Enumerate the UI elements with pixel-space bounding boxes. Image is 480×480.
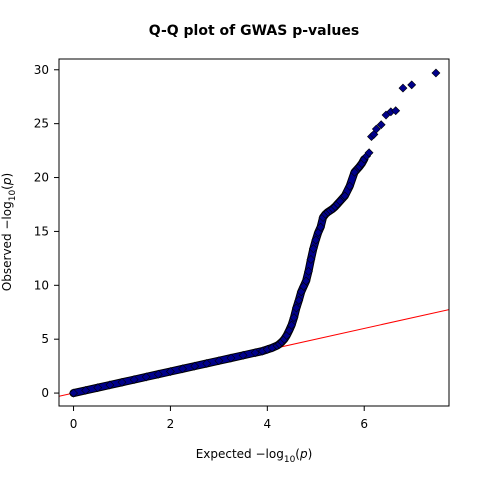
data-point — [304, 266, 313, 276]
x-axis-label: Expected −log10(p) — [196, 447, 313, 465]
data-point — [294, 295, 304, 305]
data-point — [431, 68, 441, 78]
data-point — [301, 276, 311, 286]
data-point — [376, 120, 386, 130]
data-point — [166, 367, 175, 376]
data-point — [69, 388, 78, 398]
x-tick-label: 0 — [70, 417, 78, 431]
y-axis: 0 5 10 15 20 25 30 — [34, 63, 59, 400]
data-point — [226, 353, 236, 363]
plot-area — [59, 68, 449, 398]
data-point — [306, 255, 316, 264]
data-point — [202, 359, 212, 368]
data-point — [316, 222, 326, 232]
data-point — [407, 80, 417, 90]
data-point — [214, 356, 224, 366]
y-tick-label: 20 — [34, 171, 49, 185]
data-point — [117, 377, 127, 387]
x-tick-label: 6 — [360, 417, 368, 431]
data-point — [81, 385, 91, 395]
data-point — [190, 361, 200, 371]
y-axis-label: Observed −log10(p) — [0, 173, 18, 291]
data-point — [364, 148, 374, 158]
y-tick-label: 10 — [34, 278, 49, 292]
x-tick-label: 4 — [264, 417, 272, 431]
data-point — [340, 191, 350, 201]
plot-frame — [58, 58, 450, 407]
y-tick-label: 0 — [41, 386, 49, 400]
data-point — [291, 303, 301, 313]
data-point — [287, 320, 296, 330]
data-point — [141, 372, 151, 382]
data-point — [311, 235, 321, 245]
data-point — [345, 181, 355, 191]
y-tick-label: 5 — [41, 332, 49, 346]
y-tick-label: 30 — [34, 63, 49, 77]
x-tick-label: 2 — [167, 417, 175, 431]
data-point — [129, 375, 139, 385]
data-point — [250, 348, 260, 358]
data-point — [335, 196, 345, 206]
chart-title: Q-Q plot of GWAS p-values — [149, 23, 359, 39]
y-tick-label: 25 — [34, 117, 49, 131]
data-point — [398, 83, 408, 93]
data-point — [371, 124, 381, 134]
data-point — [289, 313, 299, 323]
y-tick-label: 15 — [34, 224, 49, 238]
data-point — [350, 167, 359, 177]
data-point — [153, 369, 163, 379]
data-point — [391, 106, 401, 116]
data-point — [178, 364, 187, 374]
x-axis: 0 2 4 6 — [70, 406, 368, 431]
data-point — [93, 383, 103, 393]
data-point — [105, 380, 115, 390]
data-point — [238, 350, 248, 360]
data-point — [308, 244, 318, 254]
